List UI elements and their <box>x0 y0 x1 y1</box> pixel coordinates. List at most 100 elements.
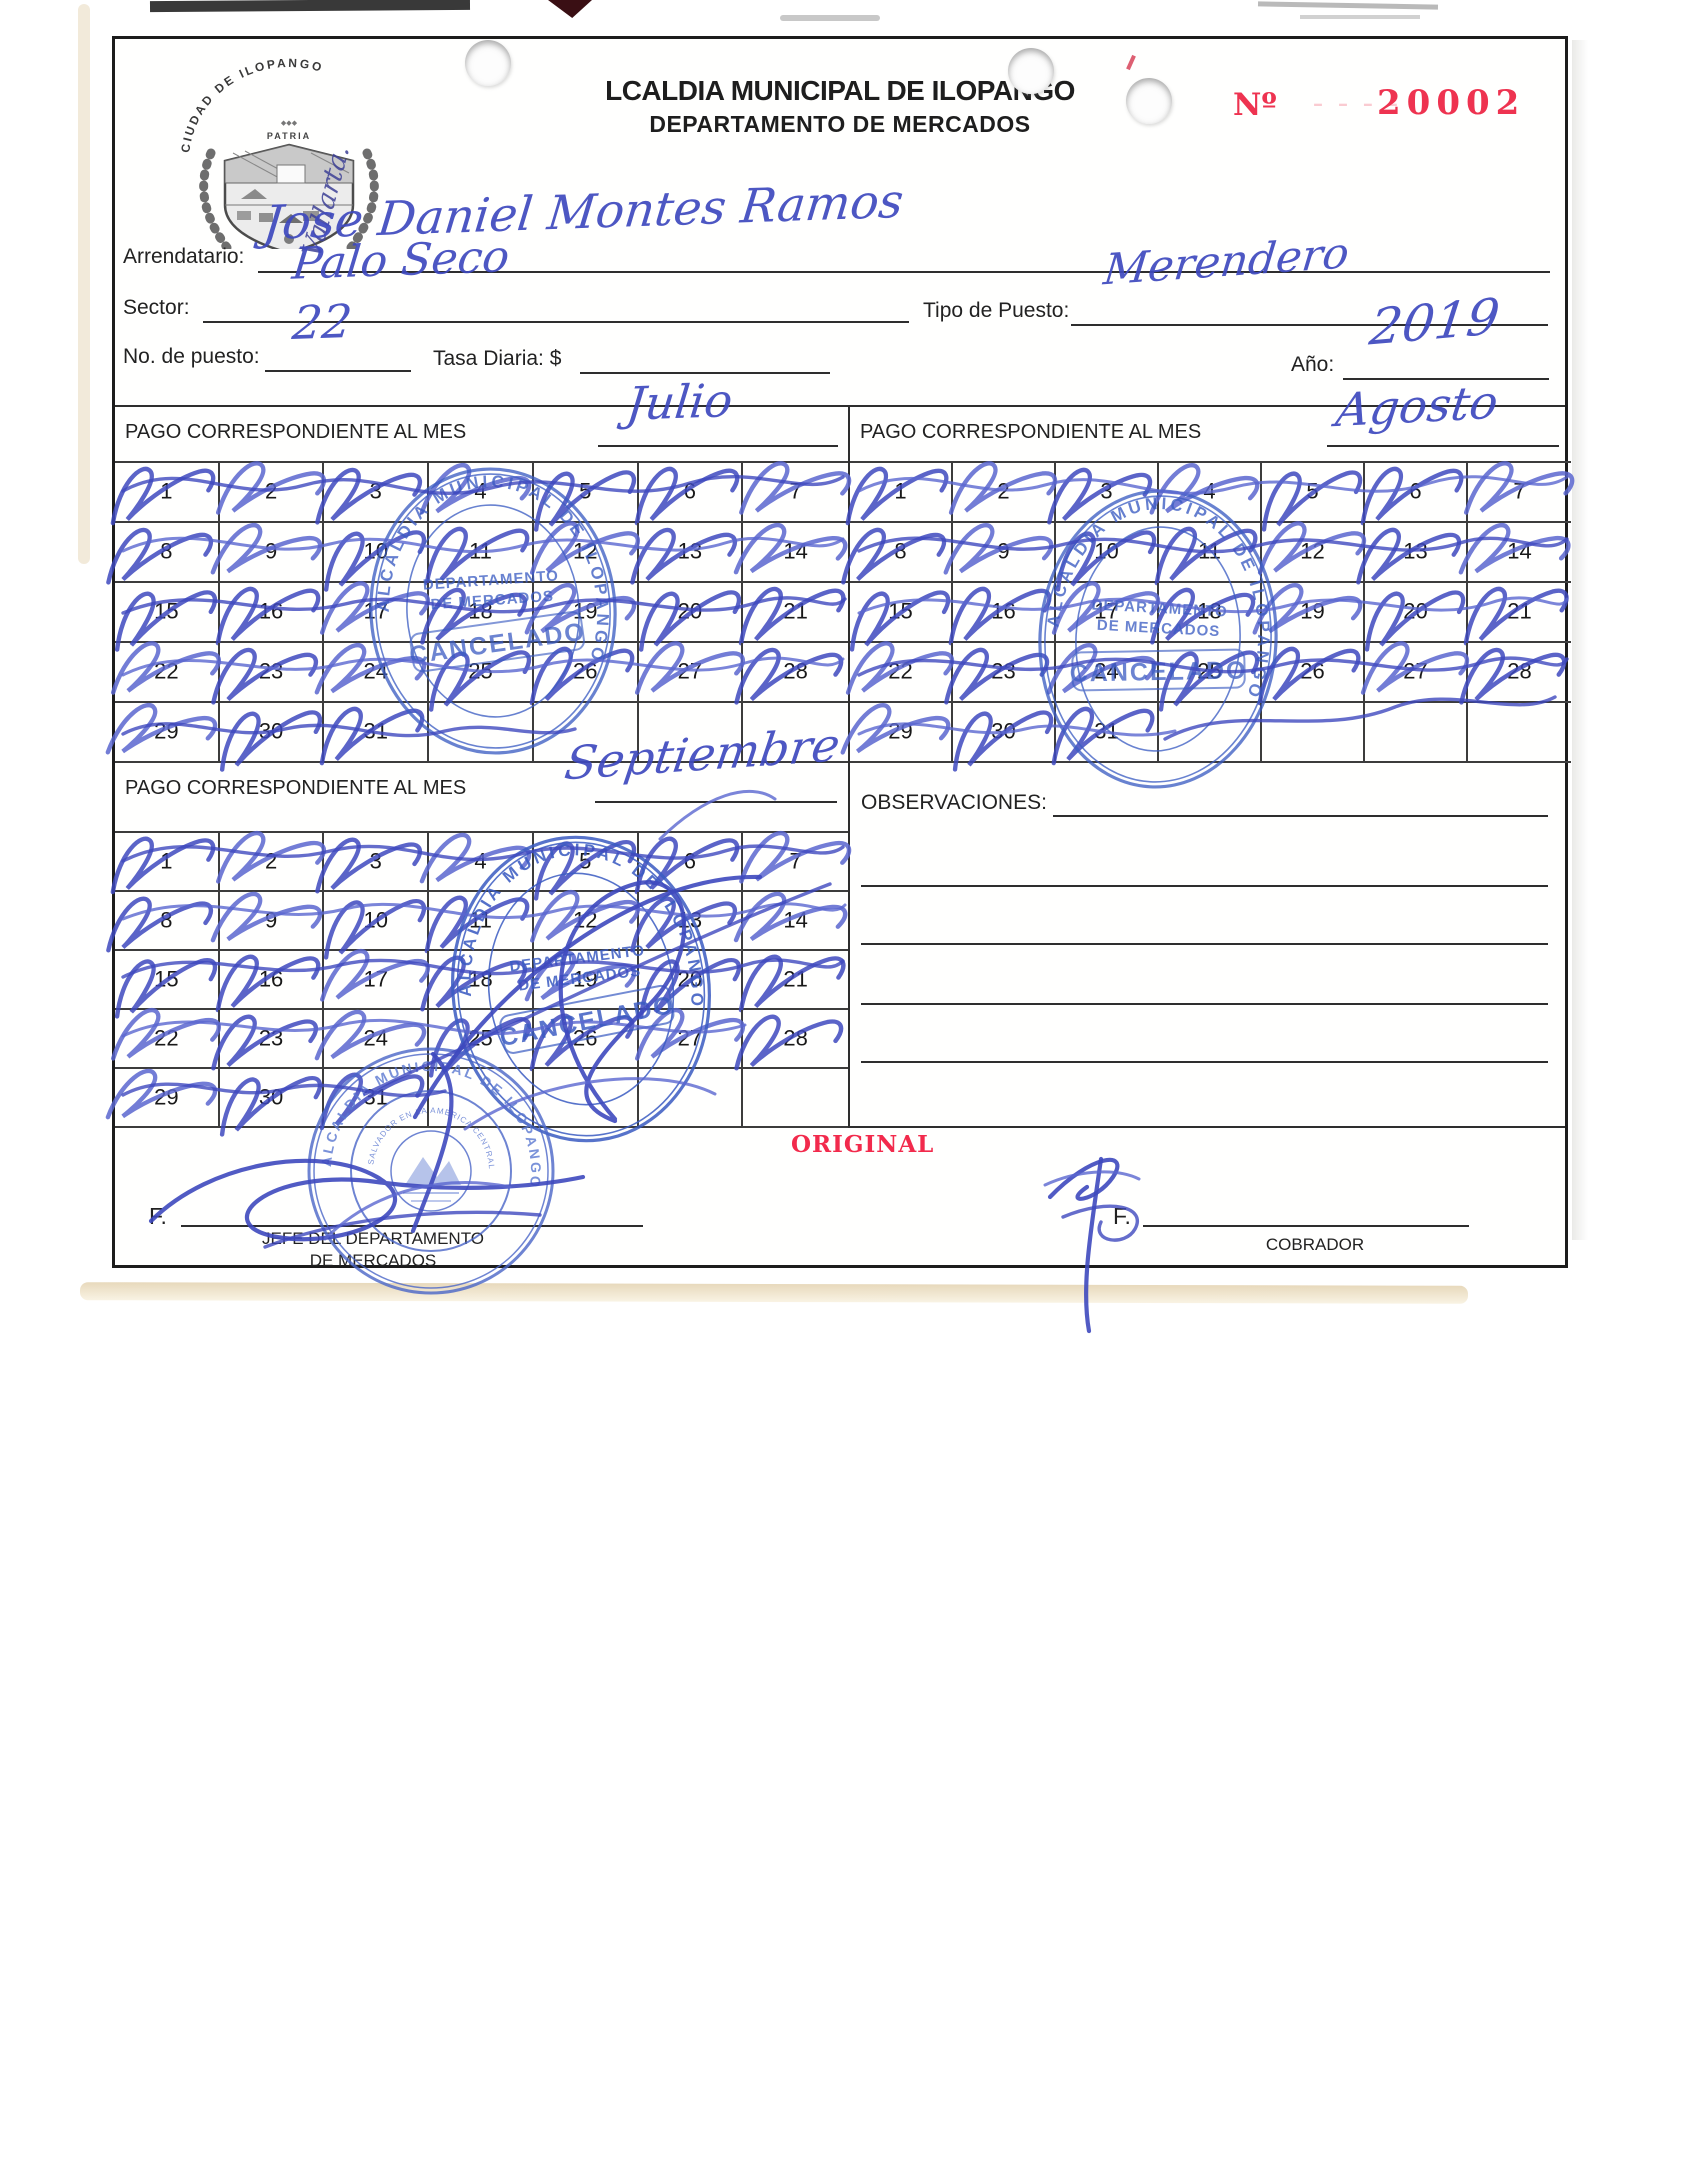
pen-stroke <box>110 641 221 695</box>
pago-julio-month: Julio <box>623 373 736 431</box>
svg-text:◆◆◆: ◆◆◆ <box>281 120 298 127</box>
receipt-form: CIUDAD DE ILOPANGO ◆◆◆ PATRIA Vallarta. … <box>105 36 1575 1334</box>
pen-stroke <box>845 466 949 526</box>
pen-stroke <box>840 703 951 755</box>
calendar-grid-agosto: 1 2 3 4 5 6 7 8 9 10 11 12 13 14 15 16 17 18 19 20 21 22 23 24 2… <box>840 461 1575 772</box>
observaciones-label: OBSERVACIONES: <box>861 791 1047 814</box>
firma-jefe-label: F. <box>149 1203 167 1229</box>
pen-stroke <box>739 461 852 515</box>
day-cell: 6 <box>634 463 744 526</box>
day-cell: 11 <box>424 892 534 954</box>
pago-agosto-month: Agosto <box>1333 374 1502 438</box>
tasa-diaria-label: Tasa Diaria: $ <box>433 347 562 370</box>
day-cell: 30 <box>219 1069 325 1137</box>
pen-stroke <box>1051 706 1155 766</box>
day-cell <box>1468 703 1571 763</box>
day-cell: 31 <box>320 703 430 766</box>
pen-stroke <box>629 527 737 585</box>
pen-stroke <box>739 586 846 646</box>
day-cell: 26 <box>529 643 639 706</box>
firma-jefe-line <box>181 1195 643 1227</box>
sector-value: Palo Seco <box>289 231 512 290</box>
day-cell: 28 <box>734 1010 848 1071</box>
pen-stroke <box>210 647 318 705</box>
day-cell: 1 <box>110 833 220 895</box>
firma-cobrador-line <box>1143 1195 1469 1227</box>
pen-stroke <box>110 466 216 526</box>
pen-stroke <box>215 586 321 646</box>
scan-smudge <box>1257 1 1439 10</box>
day-cell <box>1262 703 1365 763</box>
pen-stroke <box>105 702 218 755</box>
form-subtitle: DEPARTAMENTO DE MERCADOS <box>649 111 1031 137</box>
numero-puesto-value: 22 <box>290 293 355 351</box>
day-cell <box>638 1069 744 1128</box>
day-cell <box>533 703 639 763</box>
serial-number-label: Nº <box>1233 87 1277 123</box>
section-divider <box>115 405 1565 407</box>
jefe-role-line2: DE MERCADOS <box>309 1251 437 1270</box>
pen-stroke <box>1360 466 1464 526</box>
day-cell: 28 <box>1459 643 1571 705</box>
scan-smudge <box>548 0 592 18</box>
firma-cobrador-label: F. <box>1113 1203 1131 1229</box>
day-cell: 1 <box>845 463 953 526</box>
calendar-grid-septiembre: 1 2 3 4 5 6 7 8 9 10 11 12 13 14 15 16 17 18 19 20 21 22 23 24 2… <box>105 830 852 1137</box>
pen-stroke <box>845 641 955 695</box>
anio-label: Año: <box>1291 353 1335 376</box>
paper-edge-left <box>78 4 90 564</box>
tasa-diaria-line <box>580 341 830 374</box>
sector-label: Sector: <box>123 296 190 319</box>
day-cell: 28 <box>734 643 848 705</box>
pago-julio-line <box>598 415 838 447</box>
pen-stroke <box>734 1014 844 1071</box>
day-cell: 6 <box>1360 463 1468 526</box>
pago-agosto-line <box>1327 415 1559 447</box>
municipal-crest: CIUDAD DE ILOPANGO ◆◆◆ PATRIA <box>178 56 379 249</box>
pen-stroke <box>841 527 947 585</box>
serial-number-value: 20002 <box>1377 83 1526 123</box>
day-cell <box>1159 703 1262 763</box>
day-cell: 11 <box>1154 523 1262 586</box>
day-cell: 21 <box>1463 583 1571 646</box>
svg-text:PATRIA: PATRIA <box>267 131 311 141</box>
pen-stroke <box>215 461 326 515</box>
paper-edge-bottom <box>79 1282 1469 1304</box>
tipo-puesto-label: Tipo de Puesto: <box>923 299 1070 322</box>
pago-agosto-label: PAGO CORRESPONDIENTE AL MES <box>860 421 1202 443</box>
day-cell: 30 <box>219 703 325 772</box>
day-cell: 25 <box>429 643 534 712</box>
pen-stroke <box>110 836 216 895</box>
pen-stroke <box>320 1072 425 1131</box>
pen-stroke <box>219 710 322 772</box>
day-cell: 6 <box>634 833 744 895</box>
numero-puesto-line <box>265 339 411 372</box>
observaciones-line <box>861 973 1548 1005</box>
day-cell <box>743 1069 848 1128</box>
pen-stroke <box>320 706 425 766</box>
pen-stroke <box>1463 461 1575 515</box>
day-cell <box>429 1069 534 1128</box>
tipo-puesto-line <box>1071 293 1548 326</box>
observaciones-line <box>861 913 1548 945</box>
day-cell: 31 <box>1051 703 1159 766</box>
observaciones-line <box>861 1031 1548 1063</box>
observaciones-line <box>1053 785 1548 817</box>
day-cell: 16 <box>215 583 325 646</box>
hole-punch <box>1008 48 1054 94</box>
pen-stroke <box>106 527 214 585</box>
observaciones-line <box>861 855 1548 887</box>
hole-punch <box>1126 78 1172 124</box>
day-cell: 16 <box>948 583 1056 646</box>
day-cell: 29 <box>840 703 953 763</box>
day-cell: 11 <box>424 523 534 586</box>
anio-value: 2019 <box>1366 287 1503 357</box>
day-cell: 31 <box>320 1069 430 1131</box>
day-cell: 25 <box>429 1010 534 1078</box>
pen-stroke <box>1356 527 1462 585</box>
pen-stroke <box>1360 641 1470 695</box>
arrendatario-line <box>258 239 1550 273</box>
pago-septiembre-label: PAGO CORRESPONDIENTE AL MES <box>125 777 467 799</box>
pen-stroke <box>1463 586 1569 646</box>
anio-line <box>1343 347 1549 380</box>
